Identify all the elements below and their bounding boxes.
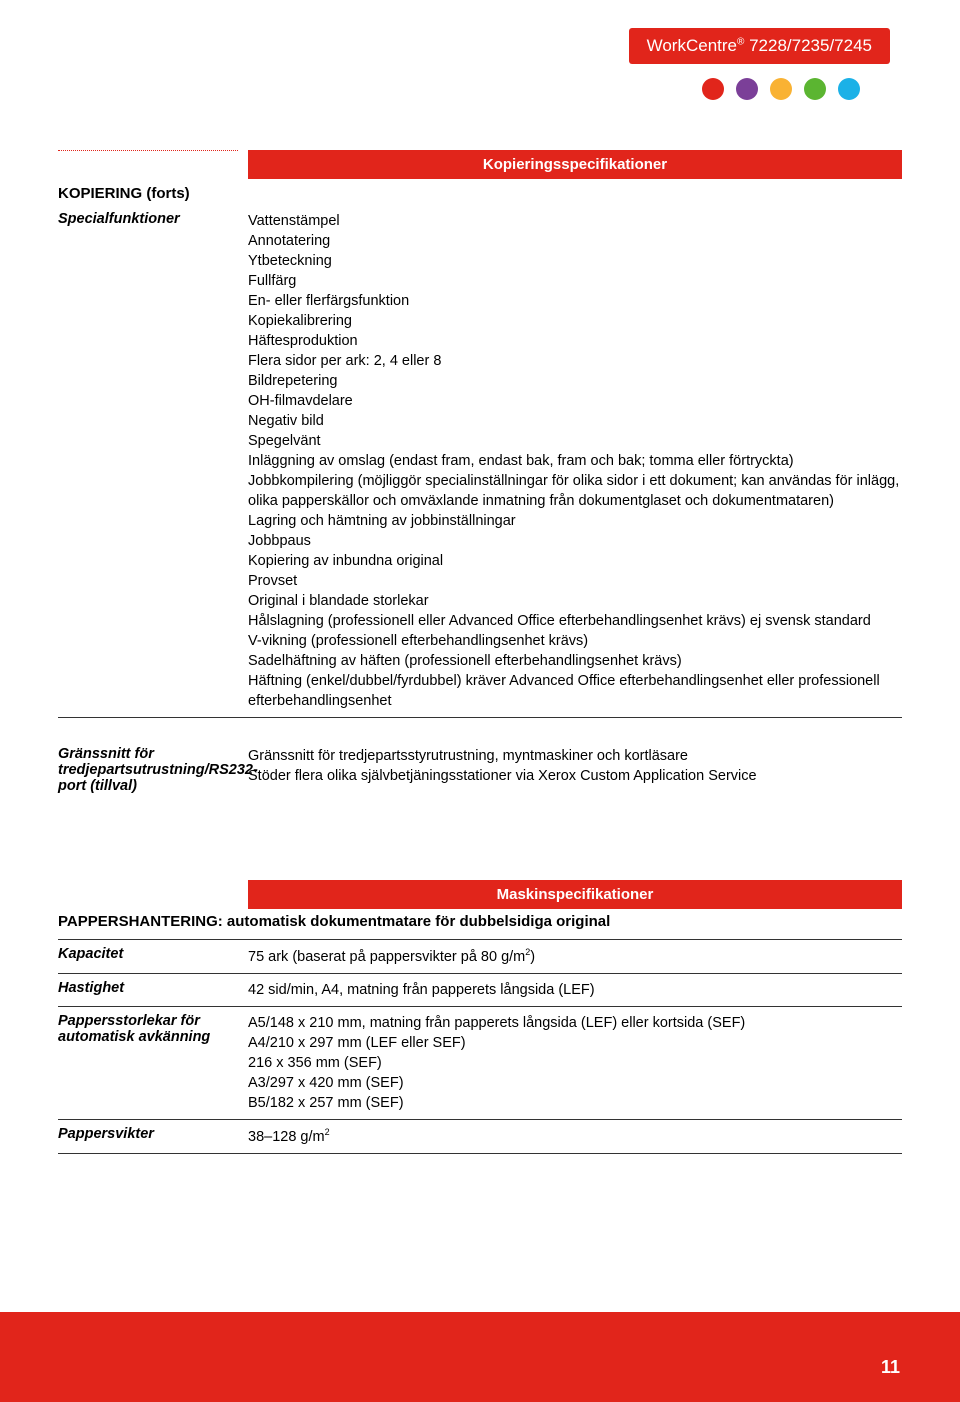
spec-line: Spegelvänt bbox=[248, 431, 902, 451]
spec-line: Negativ bild bbox=[248, 411, 902, 431]
divider bbox=[58, 1153, 902, 1154]
spec-line: A5/148 x 210 mm, matning från papperets … bbox=[248, 1013, 902, 1033]
spec-block-copy: Kopieringsspecifikationer KOPIERING (for… bbox=[58, 150, 902, 794]
spec-label: Gränssnitt för tredjepartsutrustning/RS2… bbox=[58, 746, 248, 794]
spec-line: A3/297 x 420 mm (SEF) bbox=[248, 1073, 902, 1093]
spec-line: Jobbkompilering (möjliggör specialinstäl… bbox=[248, 471, 902, 511]
spec-line: V-vikning (professionell efterbehandling… bbox=[248, 631, 902, 651]
spec-row: Pappersstorlekar för automatisk avkännin… bbox=[58, 1007, 902, 1113]
header-bar-copy: Kopieringsspecifikationer bbox=[248, 150, 902, 179]
spec-row: SpecialfunktionerVattenstämpelAnnotateri… bbox=[58, 205, 902, 711]
spec-line: Hålslagning (professionell eller Advance… bbox=[248, 611, 902, 631]
badge-models: 7228/7235/7245 bbox=[744, 36, 872, 55]
spec-line: B5/182 x 257 mm (SEF) bbox=[248, 1093, 902, 1113]
product-badge: WorkCentre® 7228/7235/7245 bbox=[629, 28, 890, 64]
spec-line: Häftesproduktion bbox=[248, 331, 902, 351]
brand-dot bbox=[770, 78, 792, 100]
spec-line: Gränssnitt för tredjepartsstyrutrustning… bbox=[248, 746, 902, 766]
spec-label: Kapacitet bbox=[58, 946, 248, 962]
spec-line: Flera sidor per ark: 2, 4 eller 8 bbox=[248, 351, 902, 371]
badge-prefix: WorkCentre bbox=[647, 36, 737, 55]
spec-label: Pappersvikter bbox=[58, 1126, 248, 1142]
spec-line: Original i blandade storlekar bbox=[248, 591, 902, 611]
spec-line: Kopiering av inbundna original bbox=[248, 551, 902, 571]
footer-band: 11 bbox=[0, 1312, 960, 1402]
brand-dot bbox=[804, 78, 826, 100]
spec-row: Pappersvikter38–128 g/m2 bbox=[58, 1120, 902, 1147]
spec-value: 38–128 g/m2 bbox=[248, 1126, 902, 1147]
brand-dot bbox=[736, 78, 758, 100]
spec-value: Gränssnitt för tredjepartsstyrutrustning… bbox=[248, 746, 902, 786]
spec-line: A4/210 x 297 mm (LEF eller SEF) bbox=[248, 1033, 902, 1053]
spec-line: Jobbpaus bbox=[248, 531, 902, 551]
spec-line: Bildrepetering bbox=[248, 371, 902, 391]
spec-line: Fullfärg bbox=[248, 271, 902, 291]
spec-value: 75 ark (baserat på pappersvikter på 80 g… bbox=[248, 946, 902, 967]
spec-line: Inläggning av omslag (endast fram, endas… bbox=[248, 451, 902, 471]
spec-block-machine: Maskinspecifikationer PAPPERSHANTERING: … bbox=[58, 880, 902, 1154]
spec-value: 42 sid/min, A4, matning från papperets l… bbox=[248, 980, 902, 1000]
spec-line: Annotatering bbox=[248, 231, 902, 251]
spec-row: Kapacitet75 ark (baserat på pappersvikte… bbox=[58, 940, 902, 967]
spec-line: Ytbeteckning bbox=[248, 251, 902, 271]
spec-line: Häftning (enkel/dubbel/fyrdubbel) kräver… bbox=[248, 671, 902, 711]
spec-value: A5/148 x 210 mm, matning från papperets … bbox=[248, 1013, 902, 1113]
section-title-copy: KOPIERING (forts) bbox=[58, 185, 902, 202]
spec-row: Gränssnitt för tredjepartsutrustning/RS2… bbox=[58, 740, 902, 794]
spec-line: En- eller flerfärgsfunktion bbox=[248, 291, 902, 311]
spec-line: Provset bbox=[248, 571, 902, 591]
section-title-machine: PAPPERSHANTERING: automatisk dokumentmat… bbox=[58, 913, 610, 930]
spec-line: 216 x 356 mm (SEF) bbox=[248, 1053, 902, 1073]
spec-line: Sadelhäftning av häften (professionell e… bbox=[248, 651, 902, 671]
brand-dots bbox=[702, 78, 860, 100]
spec-value: VattenstämpelAnnotateringYtbeteckningFul… bbox=[248, 211, 902, 711]
spec-label: Hastighet bbox=[58, 980, 248, 996]
spec-line: Kopiekalibrering bbox=[248, 311, 902, 331]
page-number: 11 bbox=[881, 1357, 900, 1378]
header-bar-machine: Maskinspecifikationer bbox=[248, 880, 902, 909]
spec-line: OH-filmavdelare bbox=[248, 391, 902, 411]
spec-line: Vattenstämpel bbox=[248, 211, 902, 231]
spec-row: Hastighet42 sid/min, A4, matning från pa… bbox=[58, 974, 902, 1000]
brand-dot bbox=[838, 78, 860, 100]
spec-label: Pappersstorlekar för automatisk avkännin… bbox=[58, 1013, 248, 1045]
spec-line: Stöder flera olika självbetjäningsstatio… bbox=[248, 766, 902, 786]
spec-line: Lagring och hämtning av jobbinställninga… bbox=[248, 511, 902, 531]
brand-dot bbox=[702, 78, 724, 100]
spec-label: Specialfunktioner bbox=[58, 211, 248, 227]
